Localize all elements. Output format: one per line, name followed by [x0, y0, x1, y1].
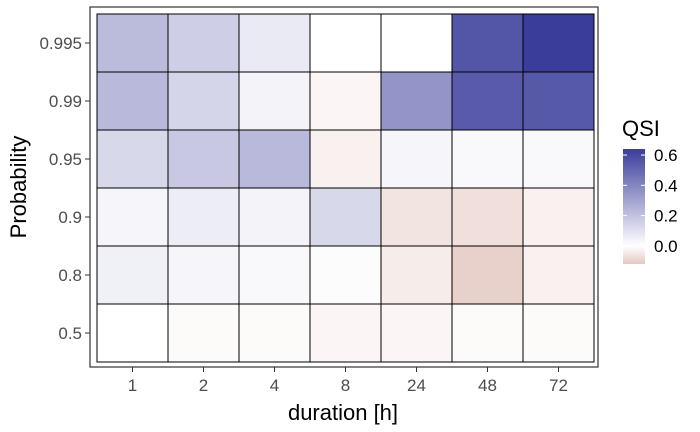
- heatmap-cell: [451, 303, 524, 363]
- heatmap-cell: [167, 303, 240, 363]
- legend-tick-label: 0.4: [654, 176, 678, 195]
- heatmap-cell: [522, 129, 595, 189]
- heatmap-cell: [238, 71, 311, 131]
- y-tick-label: 0.99: [49, 92, 82, 111]
- x-tick-label: 8: [341, 376, 350, 395]
- y-axis: 0.5 0.8 0.9 0.95 0.99 0.995: [39, 34, 90, 343]
- x-tick-label: 24: [407, 376, 426, 395]
- heatmap-cell: [96, 129, 169, 189]
- y-tick-label: 0.5: [58, 324, 82, 343]
- heatmap-cell: [238, 303, 311, 363]
- heatmap-cell: [380, 129, 453, 189]
- heatmap-cells: [96, 13, 595, 363]
- heatmap-cell: [96, 13, 169, 73]
- x-axis: 1 2 4 8 24 48 72: [128, 367, 568, 395]
- heatmap-cell: [380, 71, 453, 131]
- heatmap-cell: [380, 245, 453, 305]
- heatmap-cell: [522, 71, 595, 131]
- heatmap-cell: [238, 129, 311, 189]
- heatmap-cell: [309, 129, 382, 189]
- heatmap-cell: [167, 245, 240, 305]
- legend-tick-label: 0.2: [654, 207, 678, 226]
- heatmap-cell: [167, 187, 240, 247]
- heatmap-cell: [309, 71, 382, 131]
- y-tick-label: 0.95: [49, 150, 82, 169]
- legend-colorbar: [623, 149, 645, 264]
- legend-tick-label: 0.0: [654, 237, 678, 256]
- heatmap-cell: [380, 303, 453, 363]
- heatmap-cell: [167, 71, 240, 131]
- heatmap-cell: [309, 245, 382, 305]
- y-tick-label: 0.995: [39, 34, 82, 53]
- x-tick-label: 72: [549, 376, 568, 395]
- legend: QSI 0.6 0.4 0.2 0.0: [622, 116, 678, 264]
- legend-title: QSI: [622, 116, 660, 141]
- heatmap-cell: [522, 303, 595, 363]
- heatmap-cell: [309, 13, 382, 73]
- heatmap-cell: [380, 13, 453, 73]
- panel-border: [89, 6, 599, 368]
- y-tick-label: 0.8: [58, 266, 82, 285]
- y-tick-label: 0.9: [58, 208, 82, 227]
- legend-tick-label: 0.6: [654, 146, 678, 165]
- heatmap-cell: [96, 245, 169, 305]
- heatmap-cell: [522, 245, 595, 305]
- x-tick-label: 2: [199, 376, 208, 395]
- heatmap-cell: [451, 71, 524, 131]
- heatmap-cell: [451, 245, 524, 305]
- heatmap-cell: [238, 245, 311, 305]
- heatmap-cell: [451, 187, 524, 247]
- heatmap-cell: [96, 303, 169, 363]
- x-tick-label: 1: [128, 376, 137, 395]
- heatmap-cell: [451, 13, 524, 73]
- heatmap-cell: [96, 187, 169, 247]
- heatmap-cell: [238, 187, 311, 247]
- x-tick-label: 48: [478, 376, 497, 395]
- x-tick-label: 4: [270, 376, 279, 395]
- heatmap-cell: [380, 187, 453, 247]
- heatmap-cell: [451, 129, 524, 189]
- heatmap-cell: [238, 13, 311, 73]
- y-axis-title: Probability: [6, 136, 31, 239]
- heatmap-cell: [309, 303, 382, 363]
- heatmap-cell: [522, 13, 595, 73]
- heatmap-cell: [167, 129, 240, 189]
- x-axis-title: duration [h]: [288, 400, 398, 425]
- heatmap-cell: [309, 187, 382, 247]
- heatmap-cell: [167, 13, 240, 73]
- heatmap-cell: [96, 71, 169, 131]
- heatmap-cell: [522, 187, 595, 247]
